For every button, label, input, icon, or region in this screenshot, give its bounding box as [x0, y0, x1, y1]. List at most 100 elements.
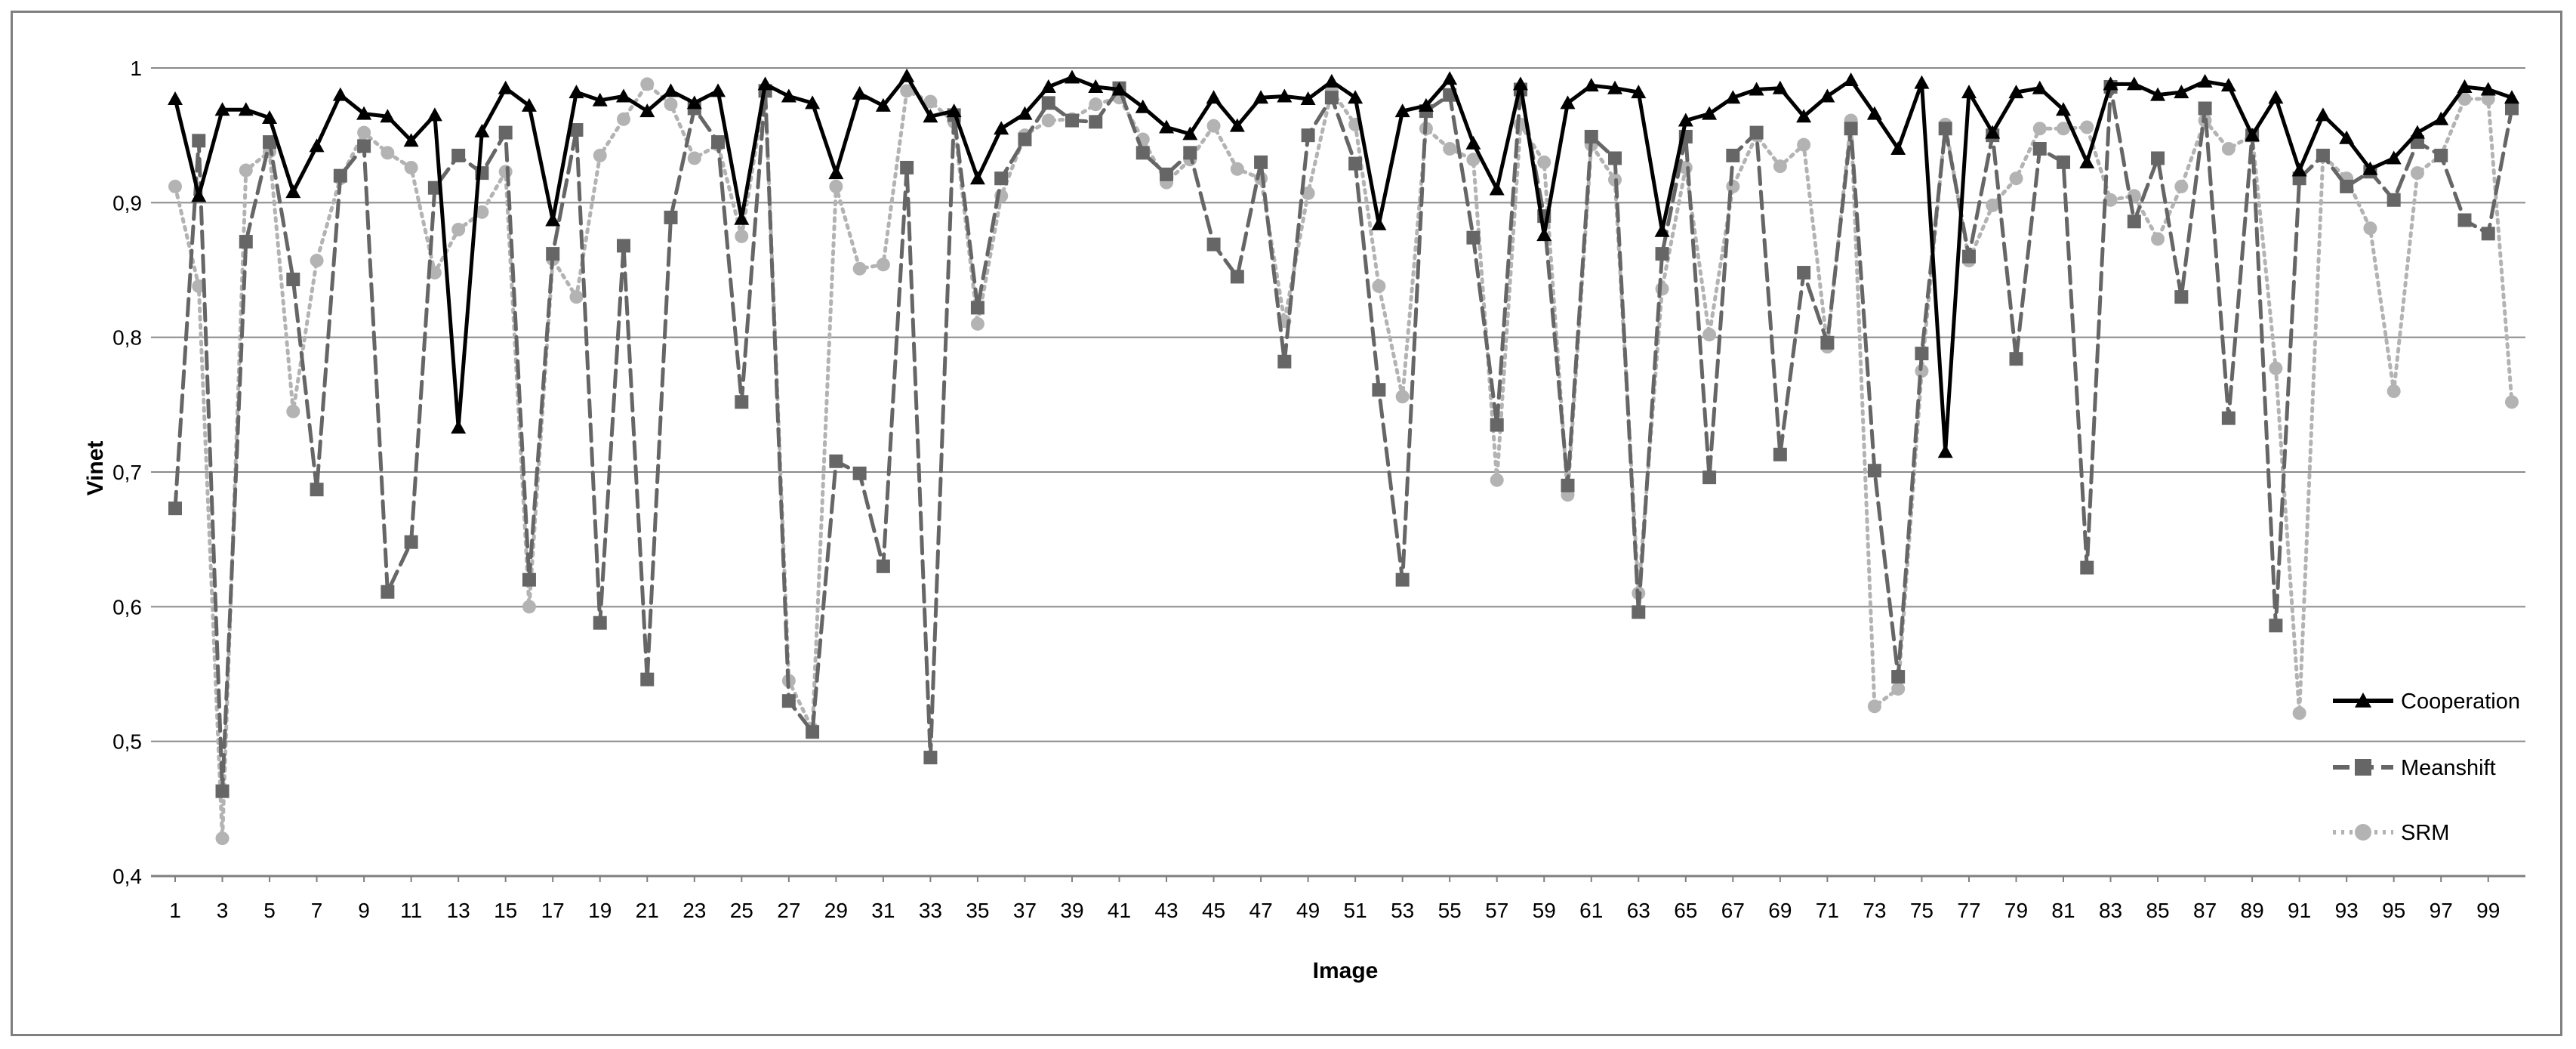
data-point	[285, 184, 301, 199]
data-point	[1371, 216, 1387, 230]
data-point	[1584, 129, 1598, 143]
x-tick-label: 67	[1721, 899, 1745, 922]
x-tick-label: 47	[1249, 899, 1273, 922]
data-point	[286, 272, 300, 286]
x-tick-label: 87	[2193, 899, 2217, 922]
data-point	[900, 160, 914, 174]
data-point	[1773, 447, 1787, 461]
data-point	[2316, 148, 2330, 162]
data-point	[569, 290, 584, 304]
data-point	[1159, 119, 1175, 134]
x-tick-label: 73	[1863, 899, 1886, 922]
x-tick-label: 75	[1910, 899, 1934, 922]
data-point	[1915, 364, 1929, 378]
data-point	[1937, 444, 1953, 458]
data-point	[1135, 99, 1151, 113]
data-point	[168, 91, 183, 106]
data-point	[1277, 354, 1292, 369]
x-tick-label: 7	[311, 899, 323, 922]
x-tick-label: 37	[1013, 899, 1037, 922]
data-point	[356, 106, 372, 120]
data-point	[2386, 384, 2401, 398]
data-point	[1867, 464, 1881, 478]
data-point	[946, 103, 962, 118]
data-point	[1561, 478, 1575, 492]
x-tick-label: 1	[169, 899, 181, 922]
x-tick-label: 57	[1485, 899, 1508, 922]
x-tick-label: 71	[1816, 899, 1839, 922]
data-point	[2032, 142, 2047, 156]
data-point	[1395, 572, 1410, 587]
data-point	[829, 454, 843, 468]
data-point	[381, 585, 395, 599]
data-point	[616, 239, 630, 253]
data-point	[781, 88, 797, 103]
data-point	[498, 125, 513, 140]
x-tick-label: 5	[263, 899, 276, 922]
data-point	[2056, 102, 2072, 116]
data-point	[475, 205, 489, 219]
data-point	[215, 831, 230, 846]
data-point	[1277, 88, 1293, 103]
series-cooperation	[168, 68, 2519, 458]
x-tick-label: 3	[217, 899, 229, 922]
y-tick-label: 1	[130, 57, 142, 80]
data-point	[2009, 171, 2023, 186]
data-point	[2032, 122, 2047, 136]
data-point	[1797, 137, 1811, 152]
data-point	[2457, 213, 2472, 227]
data-point	[451, 420, 467, 434]
data-point	[2268, 90, 2284, 104]
data-point	[546, 247, 560, 261]
data-point	[2221, 411, 2236, 425]
data-point	[1891, 682, 1906, 696]
y-tick-label: 0,9	[112, 191, 142, 214]
data-point	[2080, 560, 2094, 575]
y-tick-label: 0,7	[112, 461, 142, 484]
data-point	[2292, 706, 2306, 720]
data-point	[545, 212, 561, 227]
x-axis-title: Image	[1313, 958, 1379, 983]
data-point	[1372, 279, 1386, 293]
x-tick-label: 97	[2430, 899, 2453, 922]
data-point	[239, 163, 253, 177]
data-point	[2198, 101, 2212, 116]
data-point	[1749, 82, 1764, 96]
x-tick-label: 39	[1060, 899, 1083, 922]
data-point	[1820, 88, 1835, 103]
data-point	[616, 112, 630, 126]
data-point	[2127, 214, 2141, 229]
data-point	[1702, 471, 1717, 485]
y-tick-label: 0,5	[112, 730, 142, 754]
data-point	[899, 68, 915, 82]
data-point	[2057, 155, 2071, 169]
data-point	[1089, 115, 1103, 129]
data-point	[735, 395, 749, 409]
data-point	[1323, 73, 1339, 88]
x-tick-label: 29	[824, 899, 848, 922]
data-point	[969, 171, 985, 185]
data-point	[427, 266, 442, 280]
data-point	[192, 134, 206, 148]
data-point	[2410, 166, 2424, 180]
data-point	[1655, 247, 1669, 261]
data-point	[1915, 347, 1929, 361]
x-tick-label: 53	[1391, 899, 1414, 922]
data-point	[357, 125, 371, 140]
data-point	[923, 751, 938, 765]
data-point	[2079, 154, 2095, 168]
data-point	[970, 301, 984, 315]
data-point	[2363, 221, 2377, 236]
x-tick-label: 61	[1579, 899, 1603, 922]
series-srm	[168, 77, 2519, 846]
data-point	[2032, 80, 2048, 94]
data-point	[734, 211, 750, 225]
data-point	[1183, 146, 1197, 160]
data-point	[852, 261, 867, 276]
data-point	[1608, 151, 1622, 165]
data-point	[357, 139, 371, 153]
data-point	[1891, 670, 1906, 684]
data-point	[2362, 161, 2378, 175]
x-tick-label: 89	[2241, 899, 2264, 922]
